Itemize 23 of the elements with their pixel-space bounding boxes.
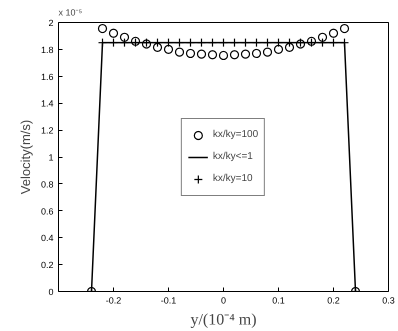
y-tick-label: 0.4 [40,233,54,244]
legend-label: kx/ky=10 [212,173,253,184]
x-tick-label: 0.3 [382,296,395,306]
y-tick-label: 2 [48,18,54,28]
y-axis-title: Velocity(m/s) [18,120,33,194]
legend-label: kx/ky=100 [212,129,258,140]
x-tick-label: 0.1 [272,296,285,306]
text: x 10⁻⁵ [58,8,83,18]
x-tick-label: -0.1 [160,296,176,306]
x-tick-label: -0.2 [106,296,122,306]
y-tick-label: 0.8 [40,179,54,190]
y-tick-label: 0 [48,287,54,297]
legend-label: kx/ky<=1 [212,151,253,162]
y-tick-label: 1.2 [40,126,54,136]
y-tick-label: 0.2 [40,260,54,270]
y-tick-label: 1.4 [40,98,54,109]
y-tick-label: 1.8 [40,44,54,55]
y-tick-label: 1.6 [40,72,54,82]
y-tick-label: 0.6 [40,206,54,216]
x-tick-label: 0.2 [327,296,340,306]
x-tick-label: 0 [220,296,226,306]
x-axis-title: y/(10⁻⁴ m) [190,312,257,328]
y-tick-label: 1 [48,152,54,162]
